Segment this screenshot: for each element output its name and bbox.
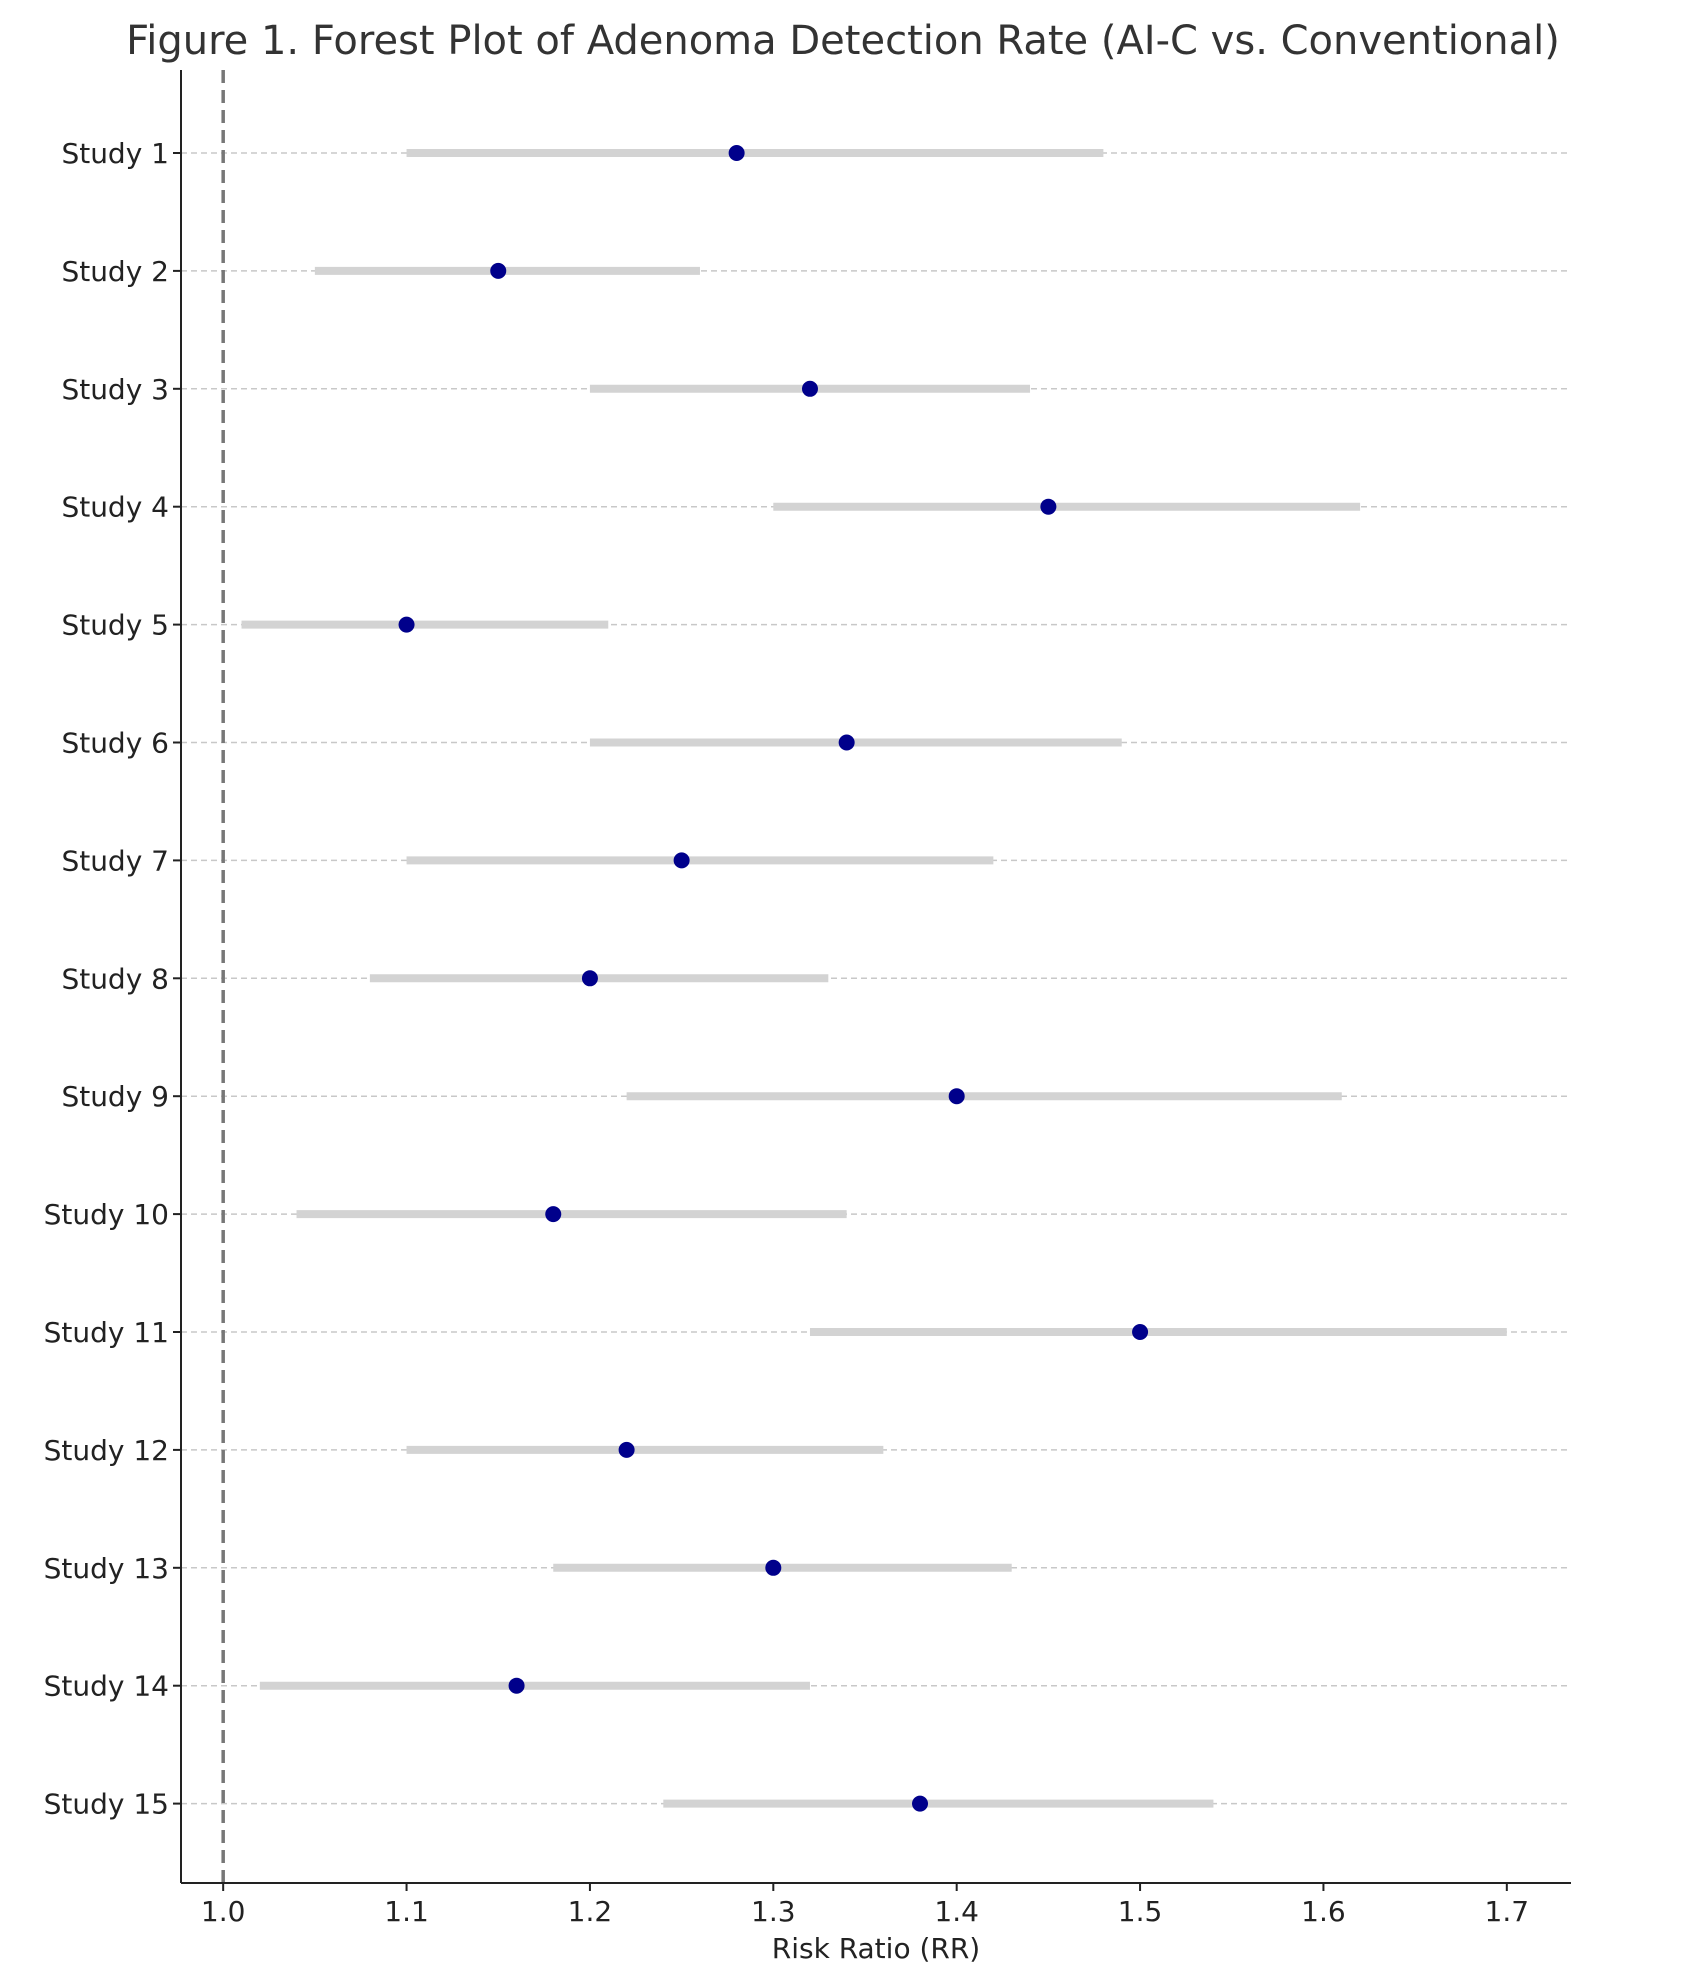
y-tick-label: Study 10	[44, 1198, 169, 1231]
point-estimates	[398, 145, 1149, 1812]
point-estimate	[948, 1088, 965, 1105]
y-tick-label: Study 12	[44, 1434, 169, 1467]
y-tick-label: Study 2	[61, 255, 169, 288]
point-estimate	[1040, 498, 1057, 515]
point-estimate	[765, 1559, 782, 1576]
y-tick-label: Study 14	[44, 1670, 169, 1703]
y-tick-label: Study 4	[61, 491, 169, 524]
point-estimate	[728, 145, 745, 161]
y-tick-labels: Study 1 Study 2 Study 3 Study 4 Study 5 Study…	[44, 137, 169, 1821]
x-tick-label: 1.4	[934, 1895, 979, 1928]
y-tick-label: Study 3	[61, 373, 169, 406]
y-tick-label: Study 5	[61, 609, 169, 642]
point-estimate	[801, 380, 818, 397]
x-tick-label: 1.2	[568, 1895, 613, 1928]
point-estimate	[490, 262, 507, 279]
y-tick-label: Study 7	[61, 844, 169, 877]
x-tick-label: 1.7	[1485, 1895, 1530, 1928]
x-tick-label: 1.6	[1301, 1895, 1346, 1928]
x-tick-label: 1.1	[384, 1895, 429, 1928]
y-tick-label: Study 1	[61, 137, 169, 170]
point-estimate	[508, 1677, 525, 1694]
point-estimate	[838, 734, 855, 751]
point-estimate	[618, 1441, 635, 1458]
y-tick-label: Study 11	[44, 1316, 169, 1349]
chart-title: Figure 1. Forest Plot of Adenoma Detecti…	[126, 18, 1560, 64]
x-tick-label: 1.5	[1118, 1895, 1163, 1928]
x-tick-label: 1.3	[751, 1895, 796, 1928]
x-tick-labels: 1.0 1.1 1.2 1.3 1.4 1.5 1.6 1.7	[201, 1895, 1529, 1928]
point-estimate	[673, 852, 690, 869]
point-estimate	[581, 970, 598, 987]
x-axis-label: Risk Ratio (RR)	[772, 1932, 980, 1965]
y-tick-label: Study 15	[44, 1788, 169, 1821]
point-estimate	[398, 616, 415, 633]
y-tick-label: Study 9	[61, 1080, 169, 1113]
point-estimate	[545, 1206, 562, 1223]
x-tick-label: 1.0	[201, 1895, 246, 1928]
point-estimate	[912, 1795, 929, 1812]
y-tick-label: Study 6	[61, 727, 169, 760]
y-tick-label: Study 13	[44, 1552, 169, 1585]
point-estimate	[1132, 1324, 1149, 1340]
axes	[173, 70, 1571, 1891]
y-tick-label: Study 8	[61, 962, 169, 995]
